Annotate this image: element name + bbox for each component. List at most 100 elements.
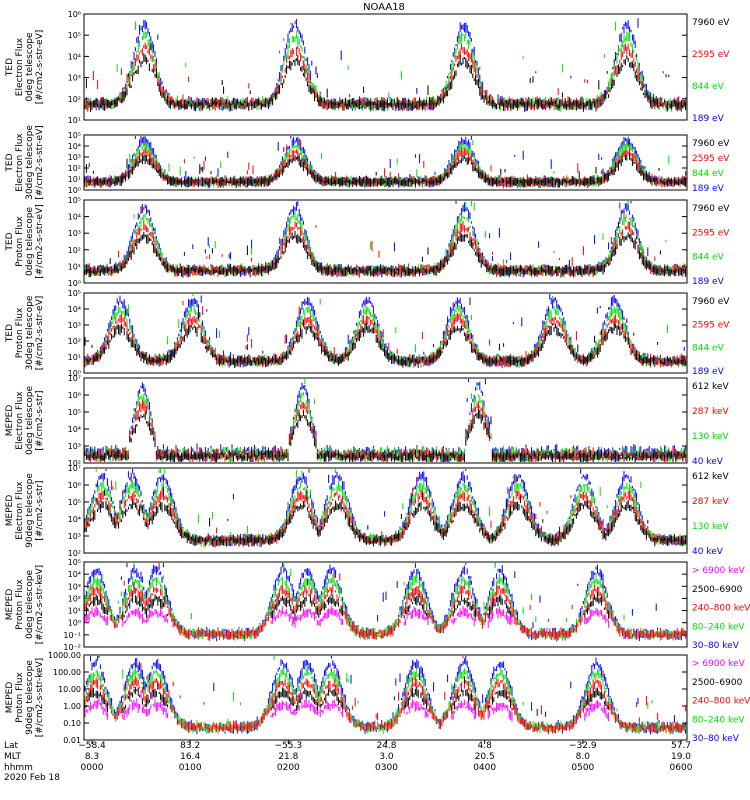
y-axis-label-line: [#/cm2-s-str-eV] <box>35 296 45 371</box>
y-tick-label: 10⁵ <box>68 196 81 205</box>
panel-2: 10⁰ 10¹ 10² 10³ 10⁴ 10⁵ TED Electron Flux 30deg … <box>5 125 730 200</box>
x-tick-mlt: 21.8 <box>278 752 298 762</box>
legend-entry: 287 keV <box>692 407 729 417</box>
y-axis-label-line: MEPED <box>5 682 15 714</box>
y-tick-label: 10⁵ <box>68 408 81 417</box>
y-axis-label-line: Electron Flux <box>15 37 25 96</box>
legend-entry: 844 eV <box>692 82 725 92</box>
y-axis-label-line: TED <box>5 324 15 343</box>
series-red <box>84 563 687 641</box>
y-tick-label: 10³ <box>68 229 81 238</box>
y-tick-label: 10⁻² <box>63 643 81 652</box>
y-tick-label: 10² <box>68 594 81 603</box>
legend-entry: 189 eV <box>692 184 725 194</box>
series-black <box>84 574 610 623</box>
legend-entry: > 6900 keV <box>692 566 746 576</box>
x-tick-mlt: 19.0 <box>671 752 691 762</box>
y-tick-label: 10⁵ <box>68 289 81 298</box>
y-axis-label-line: [#/cm2-s-str-eV] <box>35 125 45 200</box>
series-blue <box>84 379 687 462</box>
y-tick-label: 10⁴ <box>68 213 81 222</box>
y-tick-label: 10³ <box>68 442 81 451</box>
series-black <box>84 408 687 462</box>
y-tick-label: 10.00 <box>58 685 81 694</box>
legend-entry: 130 keV <box>692 522 729 532</box>
y-tick-label: 10⁶ <box>68 481 81 490</box>
plot-frame <box>83 561 688 648</box>
series-black <box>84 486 687 547</box>
plot-frame <box>83 377 688 464</box>
y-tick-label: 10¹ <box>68 353 81 362</box>
legend-entry: 130 keV <box>692 432 729 442</box>
series-blue <box>84 469 687 548</box>
y-tick-label: 10⁶ <box>68 391 81 400</box>
y-tick-label: 10⁷ <box>68 374 81 383</box>
y-axis-label-line: Proton Flux <box>15 216 25 267</box>
y-tick-label: 10⁴ <box>68 52 81 61</box>
legend-entry: 2595 eV <box>692 228 730 238</box>
legend-entry: 80–240 keV <box>692 622 745 632</box>
y-axis-label-line: 30deg telescope <box>25 125 35 200</box>
series-magenta <box>84 598 610 629</box>
y-tick-label: 10⁴ <box>68 305 81 314</box>
x-tick-hhmm: 0600 <box>670 763 693 773</box>
legend-entry: 2595 eV <box>692 50 730 60</box>
legend-entry: 189 eV <box>692 114 725 124</box>
y-tick-label: 10⁶ <box>68 10 81 19</box>
x-tick-lat: 83.2 <box>180 741 200 751</box>
x-tick-hhmm: 0100 <box>179 763 202 773</box>
legend-entry: 189 eV <box>692 277 725 287</box>
y-tick-label: 1000.00 <box>48 651 81 660</box>
y-tick-label: 10⁴ <box>68 515 81 524</box>
plot-frame <box>83 13 688 121</box>
panel-8: 0.01 0.10 1.00 10.00 100.00 1000.00 MEPED Proto… <box>5 651 750 745</box>
y-tick-label: 10² <box>68 337 81 346</box>
series-red <box>84 656 687 735</box>
y-tick-label: 0.10 <box>63 719 81 728</box>
y-tick-label: 0.01 <box>63 736 81 745</box>
y-tick-label: 10² <box>68 95 81 104</box>
series-red <box>84 300 687 369</box>
legend-entry: 612 keV <box>692 382 729 392</box>
x-row-label: MLT <box>4 752 22 762</box>
series-green <box>84 379 687 462</box>
y-axis-label-line: Proton Flux <box>15 307 25 358</box>
y-axis-label-line: [#/cm2-s-str-keV] <box>35 565 45 644</box>
x-tick-lat: −58.4 <box>78 741 106 751</box>
legend-entry: 240–800 keV <box>692 604 750 614</box>
series-black <box>84 308 687 368</box>
y-tick-label: 10³ <box>68 532 81 541</box>
y-tick-label: 10⁴ <box>68 570 81 579</box>
legend-entry: 40 keV <box>692 457 724 467</box>
x-tick-hhmm: 0500 <box>571 763 594 773</box>
legend-entry: 240–800 keV <box>692 697 750 707</box>
y-axis-label-line: 90deg telescope <box>25 660 35 735</box>
plot-frame <box>83 199 688 284</box>
date-label: 2020 Feb 18 <box>4 773 60 783</box>
series-black <box>84 43 687 112</box>
legend-entry: 2595 eV <box>692 320 730 330</box>
legend-entry: 7960 eV <box>692 139 730 149</box>
y-tick-label: 10² <box>68 459 81 468</box>
legend-entry: 40 keV <box>692 547 724 557</box>
y-tick-label: 100.00 <box>53 668 81 677</box>
y-axis-label-line: 0deg telescope <box>25 207 35 277</box>
series-black <box>84 223 687 278</box>
y-axis-label-line: MEPED <box>5 495 15 527</box>
y-tick-label: 10³ <box>68 74 81 83</box>
y-axis-label-line: 0deg telescope <box>25 32 35 102</box>
x-tick-mlt: 16.4 <box>180 752 200 762</box>
y-axis-label-line: 90deg telescope <box>25 473 35 548</box>
panel-7: 10⁻² 10⁻¹ 10⁰ 10¹ 10² 10³ 10⁴ 10⁵ MEPED Proton Fl… <box>5 558 750 652</box>
y-tick-label: 10⁵ <box>68 31 81 40</box>
y-tick-label: 10² <box>68 549 81 558</box>
panel-4: 10⁰ 10¹ 10² 10³ 10⁴ 10⁵ TED Proton Flux 30deg te… <box>5 289 730 378</box>
y-tick-label: 10¹ <box>68 607 81 616</box>
y-tick-label: 10³ <box>68 321 81 330</box>
y-axis-label-line: [#/cm2-s-str-eV] <box>35 204 45 279</box>
legend-entry: 7960 eV <box>692 204 730 214</box>
y-axis-label-line: TED <box>5 153 15 172</box>
x-tick-hhmm: 0200 <box>277 763 300 773</box>
legend-entry: 2500–6900 <box>692 585 743 595</box>
